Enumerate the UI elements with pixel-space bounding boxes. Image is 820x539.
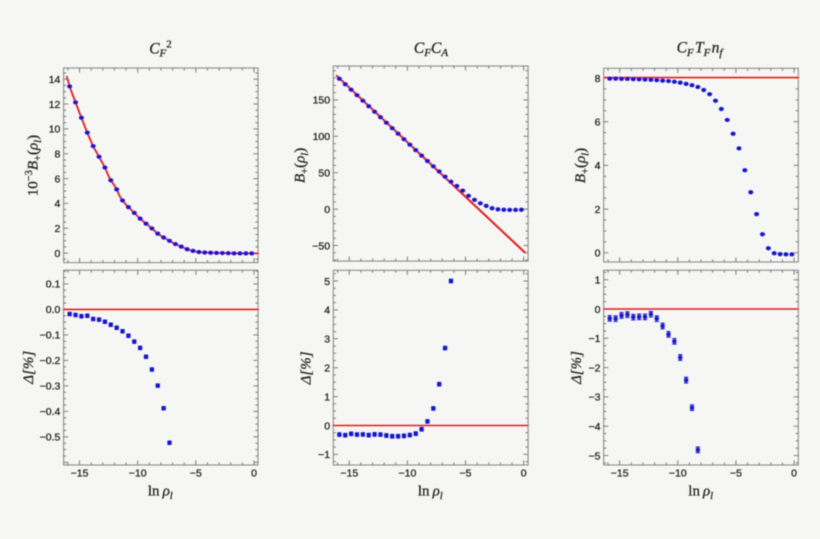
svg-text:−5: −5 [730, 468, 742, 480]
svg-text:0.0: 0.0 [46, 304, 61, 316]
svg-text:B+(ρl): B+(ρl) [293, 148, 312, 183]
svg-text:−15: −15 [611, 468, 629, 480]
svg-text:12: 12 [49, 99, 61, 111]
svg-text:8: 8 [55, 149, 61, 161]
svg-text:−0.1: −0.1 [40, 330, 61, 342]
svg-text:100: 100 [313, 131, 331, 143]
svg-text:−10: −10 [669, 468, 687, 480]
svg-text:−10: −10 [398, 468, 416, 480]
svg-text:4: 4 [55, 198, 61, 210]
svg-text:−5: −5 [460, 468, 472, 480]
svg-text:0: 0 [324, 420, 330, 432]
svg-text:−0.5: −0.5 [40, 432, 61, 444]
svg-text:−3: −3 [589, 392, 601, 404]
svg-text:CF TF nf: CF TF nf [677, 40, 725, 59]
svg-text:14: 14 [49, 74, 61, 86]
svg-text:4: 4 [595, 160, 601, 172]
svg-text:0: 0 [595, 304, 601, 316]
svg-text:−0.4: −0.4 [40, 406, 61, 418]
svg-text:0: 0 [251, 468, 257, 480]
svg-text:−0.3: −0.3 [40, 381, 61, 393]
svg-text:4: 4 [324, 305, 330, 317]
svg-text:B+(ρl): B+(ρl) [573, 148, 592, 183]
svg-text:ln ρl: ln ρl [148, 483, 173, 502]
svg-text:0: 0 [324, 204, 330, 216]
svg-text:10: 10 [49, 124, 61, 136]
svg-text:1: 1 [595, 275, 601, 287]
svg-text:−5: −5 [589, 450, 601, 462]
svg-text:Δ[%]: Δ[%] [21, 351, 37, 385]
svg-text:5: 5 [324, 276, 330, 288]
svg-text:−1: −1 [318, 449, 330, 461]
svg-text:−15: −15 [71, 468, 89, 480]
svg-text:−4: −4 [589, 421, 601, 433]
svg-text:Δ[%]: Δ[%] [569, 351, 585, 385]
svg-text:−2: −2 [589, 362, 601, 374]
svg-text:−1: −1 [589, 333, 601, 345]
svg-text:CF2: CF2 [149, 39, 172, 60]
svg-text:50: 50 [318, 168, 330, 180]
svg-text:−50: −50 [312, 240, 330, 252]
svg-text:150: 150 [313, 95, 331, 107]
svg-text:6: 6 [595, 117, 601, 129]
svg-text:1: 1 [324, 391, 330, 403]
svg-text:10−3B+(ρl): 10−3B+(ρl) [24, 135, 44, 196]
svg-text:−10: −10 [129, 468, 147, 480]
svg-text:−0.2: −0.2 [40, 355, 61, 367]
svg-text:−5: −5 [190, 468, 202, 480]
svg-text:8: 8 [595, 73, 601, 85]
svg-text:0.1: 0.1 [46, 279, 61, 291]
svg-text:0: 0 [55, 248, 61, 260]
svg-text:ln ρl: ln ρl [418, 483, 443, 502]
svg-text:2: 2 [55, 223, 61, 235]
svg-text:3: 3 [324, 334, 330, 346]
svg-text:0: 0 [791, 468, 797, 480]
svg-text:CFCA: CFCA [414, 40, 448, 59]
svg-text:ln ρl: ln ρl [688, 483, 713, 502]
svg-text:2: 2 [595, 204, 601, 216]
svg-text:Δ[%]: Δ[%] [298, 351, 314, 385]
svg-text:0: 0 [521, 468, 527, 480]
svg-text:6: 6 [55, 173, 61, 185]
svg-text:−15: −15 [340, 468, 358, 480]
svg-text:2: 2 [324, 363, 330, 375]
svg-text:0: 0 [595, 248, 601, 260]
